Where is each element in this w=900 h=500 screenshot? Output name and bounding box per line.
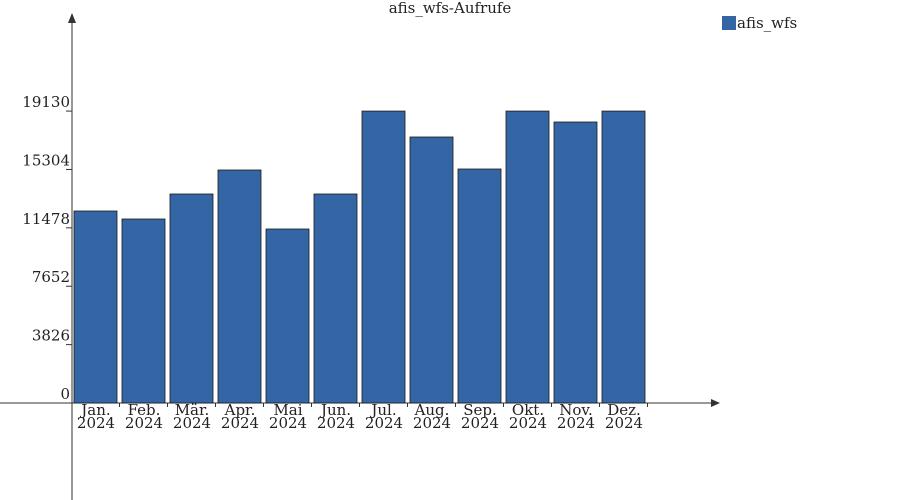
x-tick-label: Mai 2024 (268, 401, 308, 432)
x-tick-label: Jul. 2024 (364, 401, 404, 432)
x-tick-label: Mär. 2024 (172, 401, 212, 432)
x-tick-label: Jan. 2024 (76, 401, 116, 432)
y-tick-label: 0 (60, 385, 70, 403)
legend-label: afis_wfs (737, 14, 797, 32)
bar (553, 121, 598, 404)
y-tick-label: 15304 (22, 151, 70, 169)
y-tick-label: 19130 (22, 93, 70, 111)
x-tick-label: Feb. 2024 (124, 401, 164, 432)
x-tick-label: Apr. 2024 (220, 401, 260, 432)
bar (409, 136, 454, 404)
bar (601, 110, 646, 404)
bar (217, 169, 262, 404)
y-tick-label: 11478 (22, 210, 70, 228)
y-arrow (68, 13, 76, 23)
x-tick-label: Jun. 2024 (316, 401, 356, 432)
x-tick-label: Aug. 2024 (412, 401, 452, 432)
bar (505, 110, 550, 404)
x-tick-label: Okt. 2024 (508, 401, 548, 432)
x-arrow (711, 399, 720, 407)
legend-swatch (722, 16, 736, 30)
bar (73, 210, 118, 404)
bar (457, 168, 502, 404)
bar (313, 193, 358, 404)
chart-title: afis_wfs-Aufrufe (389, 0, 512, 17)
y-tick-label: 3826 (32, 327, 70, 345)
bar (265, 228, 310, 404)
x-tick-label: Nov. 2024 (556, 401, 596, 432)
x-tick-label: Sep. 2024 (460, 401, 500, 432)
x-tick-label: Dez. 2024 (604, 401, 644, 432)
bar (169, 193, 214, 404)
y-tick-label: 7652 (32, 268, 70, 286)
bar (361, 110, 406, 404)
bar (121, 218, 166, 404)
